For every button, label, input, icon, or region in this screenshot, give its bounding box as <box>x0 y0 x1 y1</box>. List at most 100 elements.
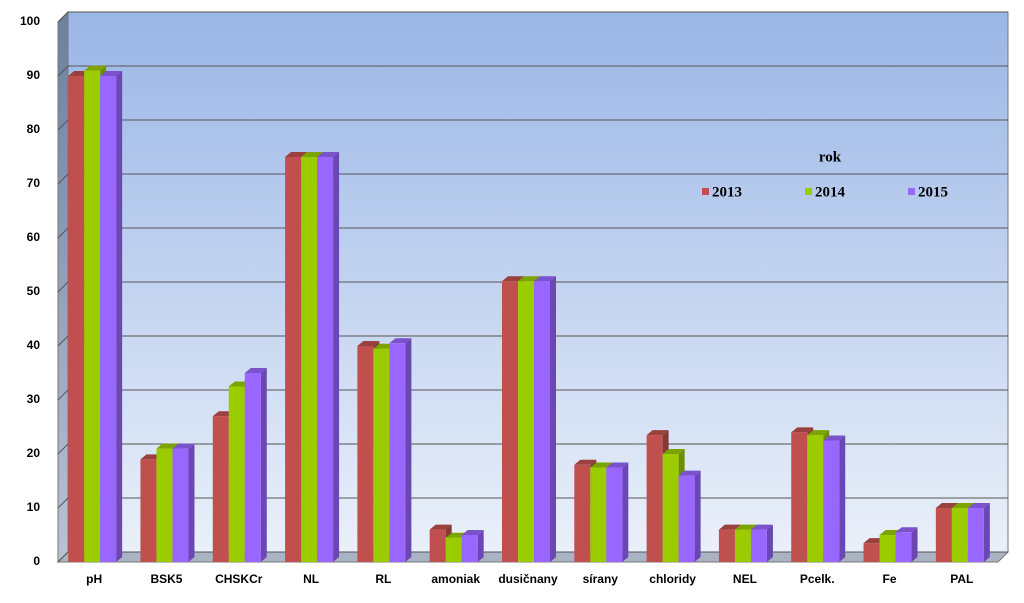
bar-side <box>766 524 773 562</box>
grid-line-side <box>57 335 69 347</box>
bar-top <box>807 430 830 436</box>
bar-front <box>461 535 478 562</box>
x-tick-label: Pcelk. <box>800 572 835 586</box>
bar-top <box>301 152 324 157</box>
bar-front <box>445 537 462 562</box>
bar-top <box>646 430 669 436</box>
grid-line-side <box>57 497 69 509</box>
bar-front <box>807 435 824 562</box>
legend-label: 2014 <box>815 184 846 200</box>
bar <box>317 152 340 562</box>
bar-top <box>389 338 412 344</box>
bar <box>895 527 918 562</box>
legend-item: 2014 <box>805 184 846 200</box>
bar <box>461 530 484 562</box>
bar-top <box>574 459 597 465</box>
bar-front <box>156 448 173 562</box>
grid-line-side <box>57 551 69 563</box>
bar-top <box>951 503 974 508</box>
x-tick-label: CHSKCr <box>215 572 263 586</box>
bar-side <box>983 503 990 562</box>
bar-front <box>791 432 808 562</box>
bar-front <box>140 459 157 562</box>
grid-line-side <box>57 11 69 23</box>
grid-line-side <box>57 65 69 77</box>
bar <box>678 470 701 562</box>
bar-top <box>285 152 308 157</box>
bar-front <box>301 157 318 562</box>
x-tick-label: pH <box>86 572 102 586</box>
bar-top <box>100 71 123 76</box>
bar-front <box>534 281 550 562</box>
bar-front <box>951 508 968 562</box>
y-tick-label: 70 <box>27 176 41 190</box>
legend-label: 2013 <box>712 184 742 200</box>
bar-front <box>285 157 302 562</box>
bar-front <box>823 440 840 562</box>
bar-top <box>518 276 540 282</box>
bar-side <box>694 470 701 562</box>
bar-top <box>895 527 918 533</box>
y-tick-label: 90 <box>27 68 41 82</box>
bar-top <box>502 276 524 282</box>
x-tick-label: PAL <box>950 572 973 586</box>
bar <box>100 71 123 562</box>
bar-front <box>389 343 406 562</box>
bar-front <box>863 543 880 562</box>
bar-side <box>550 276 556 562</box>
bar-top <box>734 524 757 530</box>
bar-top <box>84 65 107 71</box>
bar <box>823 435 846 562</box>
bar-front <box>734 529 751 562</box>
bar-side <box>839 435 846 562</box>
grid-line-side <box>57 389 69 401</box>
legend-swatch <box>702 188 709 195</box>
bar <box>172 443 195 562</box>
x-tick-label: sírany <box>583 572 619 586</box>
grid-line-side <box>57 227 69 239</box>
bar-side <box>188 443 195 562</box>
x-tick-label: NEL <box>733 572 757 586</box>
x-tick-label: dusičnany <box>498 572 558 586</box>
bar <box>389 338 412 562</box>
bar-top <box>935 503 958 508</box>
bar-front <box>935 508 952 562</box>
bar-front <box>228 386 245 562</box>
bar-front <box>373 348 390 562</box>
bar-front <box>172 448 189 562</box>
bar <box>967 503 990 562</box>
bar-front <box>718 529 735 562</box>
bar-side <box>477 530 484 562</box>
bar-front <box>895 532 912 562</box>
y-tick-label: 20 <box>27 446 41 460</box>
x-tick-label: BSK5 <box>150 572 182 586</box>
grid-line-side <box>57 281 69 293</box>
y-tick-label: 80 <box>27 122 41 136</box>
bar-front <box>100 76 117 562</box>
y-tick-label: 0 <box>33 554 40 568</box>
bar-front <box>590 467 607 562</box>
y-tick-label: 60 <box>27 230 41 244</box>
bar-front <box>357 346 374 562</box>
bar-front <box>518 281 534 562</box>
bar-front <box>574 464 591 562</box>
legend-item: 2015 <box>908 184 948 200</box>
bar-top <box>244 368 267 373</box>
bar-top <box>823 435 846 441</box>
bar-top <box>678 470 701 476</box>
legend-swatch <box>908 188 915 195</box>
bar-top <box>750 524 773 530</box>
legend-swatch <box>805 188 812 195</box>
grid-line-side <box>57 173 69 185</box>
bar-side <box>622 462 629 562</box>
bar-front <box>244 373 261 562</box>
bar-front <box>502 281 518 562</box>
bar-front <box>678 475 695 562</box>
bar <box>534 276 556 562</box>
x-tick-label: chloridy <box>649 572 696 586</box>
y-tick-label: 50 <box>27 284 41 298</box>
bar-top <box>534 276 556 282</box>
bar-front <box>212 416 229 562</box>
